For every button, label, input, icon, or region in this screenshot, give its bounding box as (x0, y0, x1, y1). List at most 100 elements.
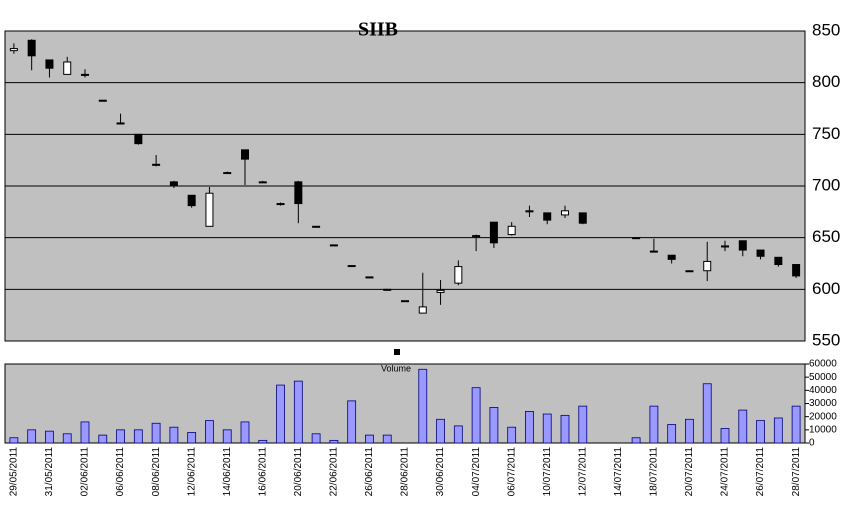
x-tick-label: 20/07/2011 (684, 447, 695, 497)
volume-bar (507, 426, 517, 444)
candle-body (472, 235, 481, 238)
volume-bar (45, 430, 54, 444)
x-tick-label: 12/06/2011 (186, 447, 197, 497)
volume-bar (365, 434, 374, 444)
volume-bar (258, 439, 268, 444)
candle-body (27, 39, 36, 57)
y-tick-label: 60000 (809, 359, 837, 370)
candle-body (667, 254, 676, 260)
x-tick-label: 24/07/2011 (720, 447, 731, 497)
volume-title: Volume (381, 363, 411, 373)
x-tick-label: 08/06/2011 (151, 447, 162, 497)
candle-body (543, 212, 552, 221)
candle-body (632, 237, 641, 240)
volume-bar (187, 432, 197, 444)
candle-body (223, 172, 232, 175)
volume-bar (98, 434, 108, 444)
candle-body (703, 260, 712, 272)
candle-body (525, 210, 534, 213)
candle-body (258, 181, 267, 184)
y-tick-label: 850 (812, 20, 840, 39)
candle-body (561, 210, 569, 216)
candle-body (578, 212, 587, 224)
x-tick-label: 26/07/2011 (755, 447, 766, 497)
volume-bar (489, 407, 499, 444)
x-tick-label: 30/06/2011 (435, 447, 446, 497)
volume-bar (791, 405, 801, 444)
x-tick-label: 14/06/2011 (222, 447, 233, 497)
volume-bar (578, 405, 588, 444)
volume-bar (347, 400, 357, 444)
y-tick-label: 650 (812, 227, 840, 246)
volume-bar (80, 421, 90, 444)
candle-body (401, 300, 409, 303)
candle-body (418, 306, 427, 314)
volume-bar (631, 437, 641, 444)
volume-bar (276, 384, 285, 444)
x-tick-label: 31/05/2011 (44, 447, 55, 497)
x-tick-label: 02/06/2011 (80, 447, 91, 497)
volume-bar (9, 437, 19, 444)
volume-bar (62, 433, 72, 444)
y-tick-label: 0 (809, 438, 815, 449)
legend-marker (394, 349, 400, 355)
volume-bar (436, 418, 445, 444)
candle-body (721, 245, 729, 248)
candle-body (187, 194, 196, 207)
candle-body (507, 225, 516, 236)
x-tick-label: 28/07/2011 (791, 447, 802, 497)
candle-body (685, 270, 694, 273)
volume-bar (773, 417, 783, 444)
x-tick-label: 14/07/2011 (613, 447, 624, 497)
candle-body (756, 249, 765, 257)
volume-bar (685, 418, 694, 444)
volume-bar (329, 439, 339, 444)
volume-bar (525, 410, 534, 444)
volume-bar (27, 429, 37, 444)
x-tick-label: 18/07/2011 (649, 447, 660, 497)
x-tick-label: 10/07/2011 (542, 447, 553, 497)
volume-bar (151, 422, 161, 444)
candle-body (347, 265, 356, 268)
candle-body (489, 221, 498, 244)
volume-bar (222, 429, 232, 444)
volume-bar (418, 368, 428, 444)
y-tick-label: 600 (812, 279, 840, 298)
volume-bar (205, 420, 214, 444)
y-tick-label: 800 (812, 72, 840, 91)
volume-bar (720, 428, 730, 444)
x-tick-label: 06/07/2011 (506, 447, 517, 497)
volume-bar (667, 424, 677, 444)
candle-body (81, 73, 89, 76)
candle-body (9, 48, 18, 52)
candle-body (312, 225, 321, 228)
y-tick-label: 50000 (809, 372, 837, 383)
candle-body (169, 181, 178, 186)
y-tick-label: 700 (812, 175, 840, 194)
candle-body (329, 244, 338, 247)
x-tick-label: 26/06/2011 (364, 447, 375, 497)
candle-body (454, 266, 463, 284)
volume-bar (453, 425, 463, 444)
y-tick-label: 40000 (809, 385, 837, 396)
volume-bar (702, 383, 712, 444)
y-tick-label: 550 (812, 330, 840, 349)
candle-body (436, 289, 445, 293)
y-tick-label: 10000 (809, 424, 837, 435)
chart-title: SIIB (358, 19, 398, 41)
volume-bar (649, 405, 659, 444)
candle-body (98, 99, 107, 102)
volume-bar (311, 433, 321, 444)
y-tick-label: 750 (812, 124, 840, 143)
volume-bar (542, 413, 552, 444)
candle-body (45, 59, 54, 69)
volume-plot-area (4, 363, 806, 444)
candle-body (152, 163, 161, 166)
candle-body (649, 250, 658, 253)
y-tick-label: 20000 (809, 411, 837, 422)
x-tick-label: 28/06/2011 (400, 447, 411, 497)
candle-body (276, 203, 285, 206)
volume-bar (756, 420, 765, 444)
candle-body (774, 256, 783, 266)
